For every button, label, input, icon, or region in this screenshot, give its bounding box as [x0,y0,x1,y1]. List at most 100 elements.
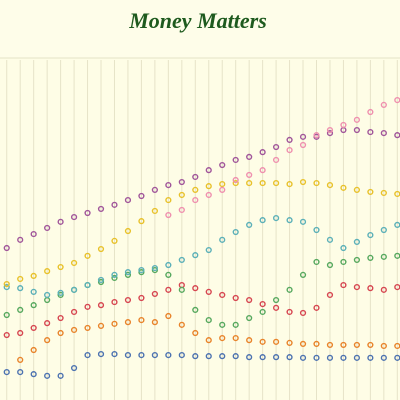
point [259,354,266,361]
point [138,192,145,200]
point [246,179,253,187]
point [219,161,226,169]
point [205,288,212,295]
point [138,269,145,276]
point [313,179,320,187]
point [192,173,199,181]
point [3,280,10,288]
point [178,178,185,186]
point [205,353,212,360]
point [219,291,226,299]
point [340,354,347,361]
point [326,341,334,349]
point [219,321,226,328]
point [340,258,347,266]
point [380,226,387,234]
point [57,289,64,297]
point [178,256,185,264]
chart-title: Money Matters [128,8,267,33]
point [286,286,293,293]
point [259,308,266,316]
point [326,236,334,243]
point [367,285,374,292]
point [326,261,334,269]
point [232,353,239,360]
point [286,181,293,188]
point [259,167,266,174]
point [151,267,158,274]
point [30,230,37,238]
point [272,354,280,361]
point [286,339,293,346]
point [340,341,347,349]
point [246,337,253,344]
point [286,147,293,154]
point [353,126,361,134]
point [353,116,361,123]
point [326,354,334,361]
point [57,263,64,271]
point [151,264,158,272]
point [70,364,78,372]
point [44,224,51,232]
point [313,304,320,311]
point [380,342,387,350]
point [30,272,37,280]
point [219,353,226,360]
point [299,271,307,278]
point [192,306,199,314]
point [353,186,361,193]
point [326,130,334,137]
point [272,304,280,311]
header [0,0,400,58]
point [205,246,212,254]
point [205,337,212,344]
point [246,296,253,304]
point [3,284,10,291]
point [111,237,118,244]
point [219,236,226,243]
point [205,167,212,174]
point [326,182,334,189]
point [232,335,239,342]
point [178,286,185,293]
point [205,183,212,190]
point [272,215,280,222]
point [286,136,293,144]
point [3,331,10,339]
point [138,218,145,225]
point [111,320,118,327]
point [111,274,118,282]
point [138,317,145,324]
point [192,252,199,259]
point [286,354,293,361]
point [17,356,24,363]
point [353,256,361,264]
point [138,352,145,359]
point [111,351,118,358]
point [84,303,91,310]
point [192,186,199,193]
point [219,335,226,342]
point [57,218,64,225]
point [57,372,64,379]
point [97,322,105,329]
point [380,130,387,137]
point [30,288,37,295]
point [17,306,24,314]
point [313,354,320,361]
point [124,296,132,304]
point [286,217,293,224]
point [367,354,374,361]
point [313,226,320,234]
point [246,153,253,161]
point [380,101,387,108]
point [84,209,91,217]
point [165,271,172,278]
point [272,338,280,345]
point [205,317,212,324]
point [259,217,266,224]
point [353,354,361,361]
point [30,371,37,378]
point [340,121,347,129]
